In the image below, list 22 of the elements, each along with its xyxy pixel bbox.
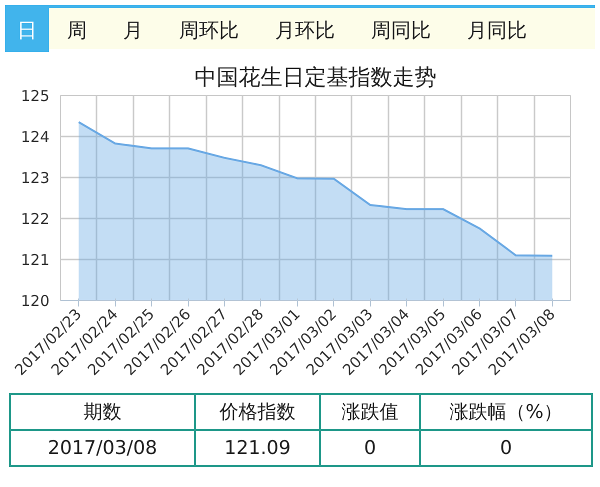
y-tick-label: 125 [20,87,50,105]
y-tick-label: 121 [20,251,50,269]
y-tick-label: 122 [20,210,50,228]
text: 周环比 [178,17,240,44]
text: 日 [5,8,49,52]
chart-title: 中国花生日定基指数走势 [194,66,436,90]
y-tick-label: 123 [20,169,50,187]
text: 期数 [10,394,195,430]
text: 0 [320,430,420,466]
text: 0 [420,430,592,466]
text: 月同比 [466,17,528,44]
text: 涨跌幅（%） [420,394,592,430]
text: 121.09 [195,430,320,466]
text: 月 [122,17,144,44]
y-tick-label: 120 [20,292,50,310]
text: 2017/03/08 [10,430,195,466]
text: 周 [66,17,88,44]
text: 周同比 [370,17,432,44]
text: 价格指数 [195,394,320,430]
y-tick-label: 124 [20,128,50,146]
text: 涨跌值 [320,394,420,430]
text: 月环比 [274,17,336,44]
